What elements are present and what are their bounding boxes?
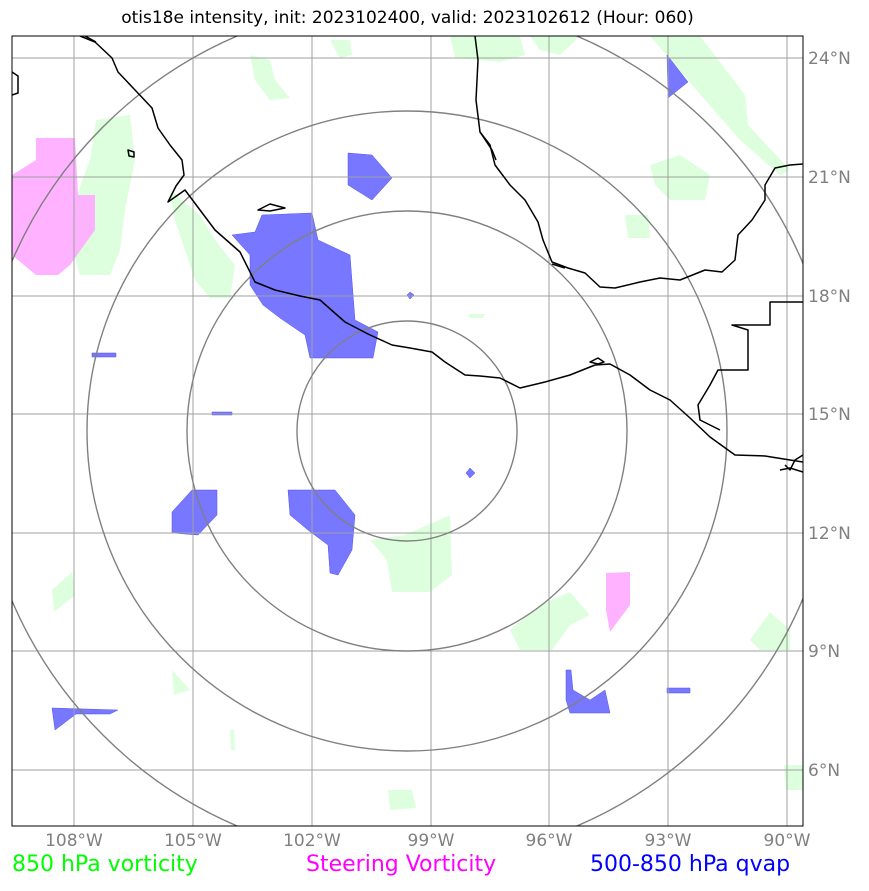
lat-tick-labels: 24°N 21°N 18°N 15°N 12°N 9°N 6°N <box>808 49 851 781</box>
graticule <box>12 36 803 826</box>
lat-tick-15n: 15°N <box>808 405 851 425</box>
vorticity-contours <box>52 36 803 810</box>
lat-tick-12n: 12°N <box>808 524 851 544</box>
legend-qvap: 500-850 hPa qvap <box>590 852 791 877</box>
lat-tick-9n: 9°N <box>808 642 840 662</box>
lon-tick-108w: 108°W <box>45 831 103 851</box>
lat-tick-6n: 6°N <box>808 761 840 781</box>
lat-tick-18n: 18°N <box>808 287 851 307</box>
lon-tick-105w: 105°W <box>164 831 222 851</box>
lat-tick-24n: 24°N <box>808 49 851 69</box>
lon-tick-90w: 90°W <box>764 831 811 851</box>
map-title: otis18e intensity, init: 2023102400, val… <box>121 8 694 28</box>
range-rings <box>12 36 803 826</box>
lon-tick-102w: 102°W <box>283 831 341 851</box>
lon-tick-99w: 99°W <box>408 831 455 851</box>
legend-850-vorticity: 850 hPa vorticity <box>12 852 198 877</box>
legend-steering-vorticity: Steering Vorticity <box>306 852 497 877</box>
qvap-contours <box>51 54 691 731</box>
lon-tick-labels: 108°W 105°W 102°W 99°W 96°W 93°W 90°W <box>45 831 811 851</box>
lon-tick-93w: 93°W <box>645 831 692 851</box>
lon-tick-96w: 96°W <box>526 831 573 851</box>
map-frame <box>11 35 804 827</box>
lat-tick-21n: 21°N <box>808 168 851 188</box>
coastlines <box>12 36 803 473</box>
